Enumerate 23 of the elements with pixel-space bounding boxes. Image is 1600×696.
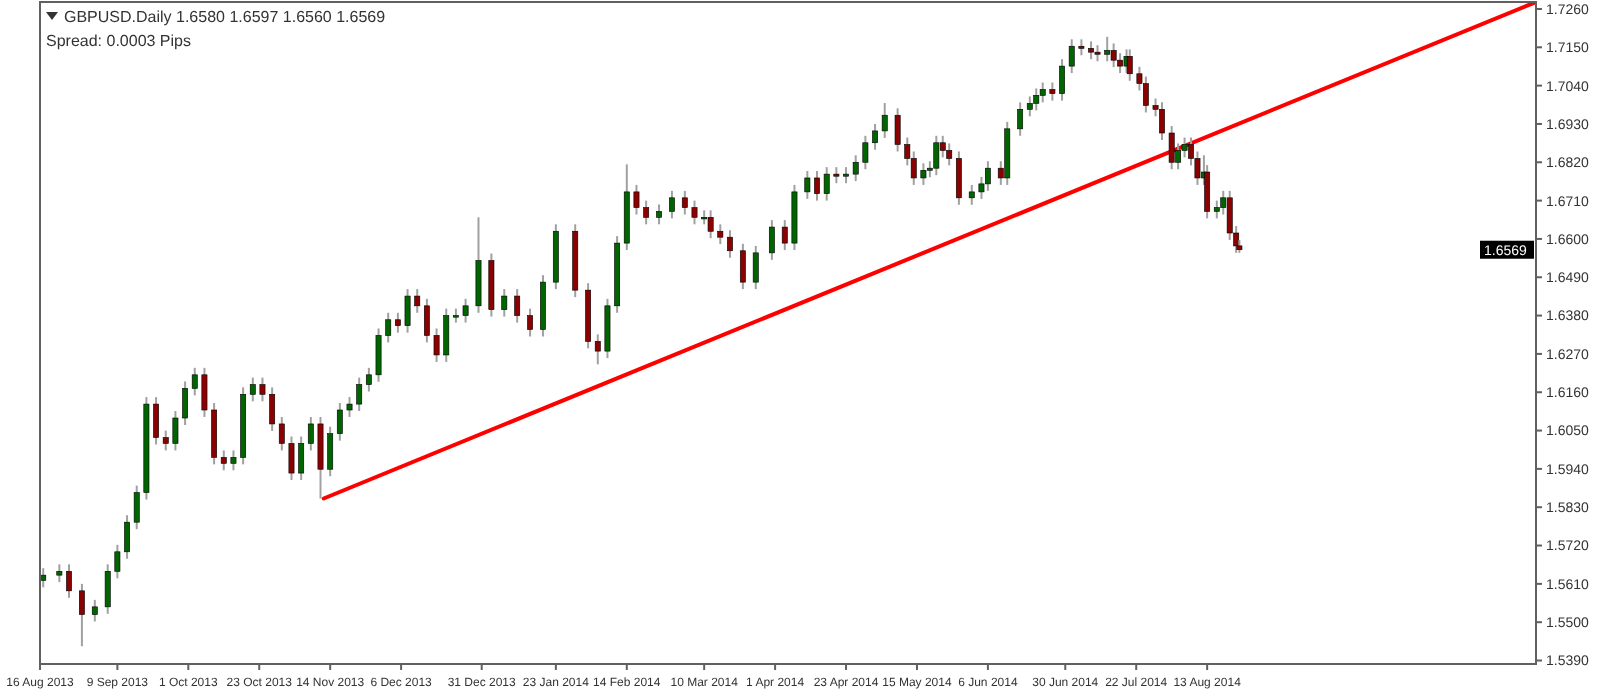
- text: Spread: 0.0003 Pips: [46, 32, 191, 50]
- candlestick: [1033, 87, 1040, 112]
- candlestick: [933, 134, 940, 177]
- candlestick: [1026, 95, 1033, 118]
- candlestick: [752, 244, 759, 291]
- candlestick: [527, 307, 533, 338]
- candlestick: [501, 288, 508, 318]
- candlestick: [1017, 101, 1024, 137]
- candlestick: [985, 160, 991, 192]
- candlestick: [656, 203, 662, 226]
- candlestick: [768, 219, 775, 261]
- candlestick: [91, 598, 98, 623]
- candlestick: [739, 242, 746, 291]
- candlestick: [40, 567, 47, 589]
- candlestick: [79, 582, 85, 648]
- candlestick: [540, 274, 546, 338]
- candlestick: [955, 150, 962, 206]
- candlestick: [669, 189, 675, 220]
- candlestick: [1110, 42, 1117, 69]
- candlestick: [514, 288, 521, 324]
- candlestick: [946, 142, 953, 167]
- candlestick: [475, 216, 482, 314]
- chart-title: GBPUSD.Daily 1.6580 1.6597 1.6560 1.6569: [64, 8, 387, 26]
